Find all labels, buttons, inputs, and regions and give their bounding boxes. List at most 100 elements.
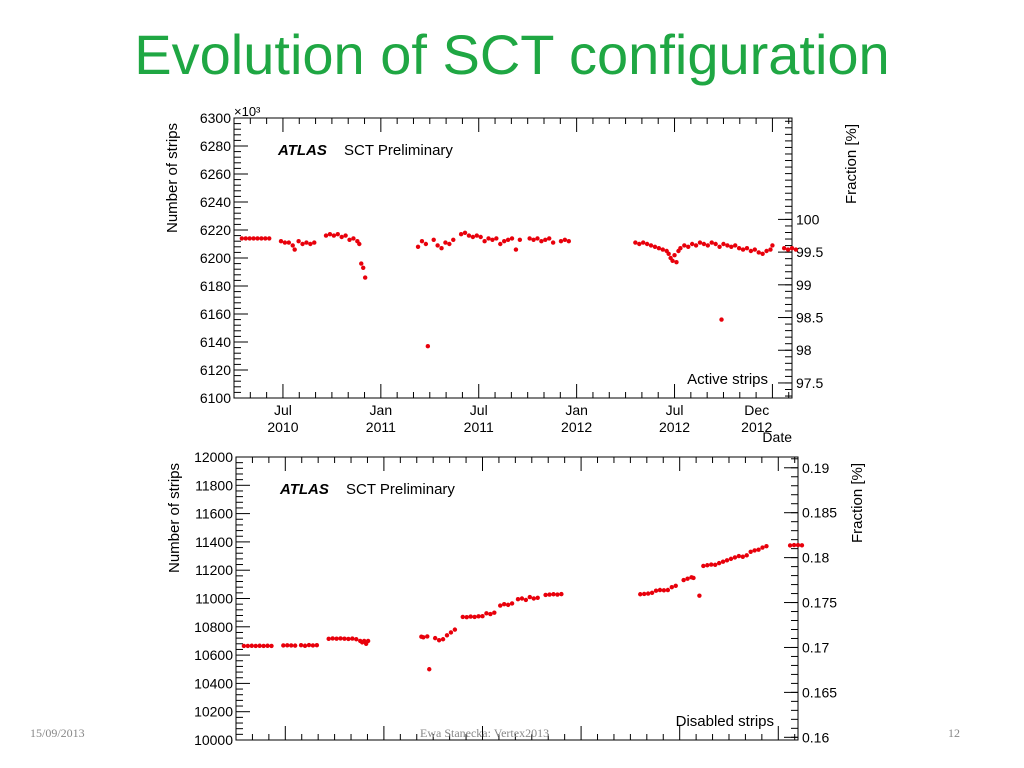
data-point — [697, 593, 702, 598]
data-point — [744, 246, 750, 251]
data-point — [298, 642, 304, 648]
data-point — [543, 592, 548, 598]
page-number: 12 — [948, 726, 960, 740]
y-tick-label: 10200 — [194, 704, 233, 720]
data-point — [756, 250, 761, 255]
data-point — [263, 236, 268, 241]
data-point — [652, 244, 658, 249]
data-point — [527, 236, 532, 241]
data-point — [423, 241, 429, 247]
data-point — [648, 243, 654, 248]
data-point — [697, 240, 703, 245]
data-point — [486, 236, 491, 241]
data-point — [351, 236, 356, 241]
footer-author: Ewa Stanecka: Vertex2013 — [420, 726, 550, 740]
data-point — [691, 575, 696, 581]
y-tick-label: 6180 — [200, 278, 231, 294]
data-point — [302, 643, 308, 648]
y2-tick-label: 100 — [796, 211, 820, 227]
data-point — [498, 241, 503, 247]
panel-label: Active strips — [687, 371, 768, 388]
data-point — [255, 236, 260, 241]
x-tick-label: Jul 2010 — [267, 402, 298, 435]
data-point — [748, 248, 754, 254]
data-point — [681, 577, 686, 583]
data-point — [674, 260, 679, 265]
data-point — [709, 240, 714, 245]
data-point — [701, 563, 706, 569]
data-point — [725, 243, 730, 248]
data-point — [253, 643, 258, 649]
atlas-label: ATLAS — [279, 481, 329, 498]
data-point — [543, 237, 548, 242]
data-point — [501, 239, 507, 244]
data-point — [464, 614, 469, 620]
y-tick-label: 6220 — [200, 222, 231, 238]
data-point — [678, 246, 683, 251]
data-point — [239, 236, 245, 241]
data-point — [547, 236, 552, 241]
data-point — [744, 553, 749, 558]
data-point — [338, 636, 343, 641]
data-point — [799, 543, 805, 548]
data-point — [673, 583, 678, 588]
data-point — [354, 637, 359, 642]
data-point — [241, 643, 247, 649]
data-point — [713, 241, 718, 247]
data-point — [466, 233, 472, 238]
data-point — [492, 610, 497, 615]
data-point — [555, 592, 560, 597]
data-point — [720, 559, 726, 564]
data-point — [478, 234, 483, 240]
y-multiplier-label: ×10³ — [234, 104, 261, 119]
data-point — [645, 591, 651, 596]
y2-tick-label: 0.18 — [802, 550, 829, 566]
data-point — [770, 243, 775, 248]
data-point — [339, 234, 344, 240]
data-point — [482, 239, 487, 244]
y-tick-label: 11600 — [195, 506, 233, 522]
x-tick-label: Jan 2012 — [561, 402, 592, 435]
data-point — [476, 614, 481, 619]
data-point — [468, 614, 473, 619]
data-point — [682, 243, 687, 248]
data-point — [448, 630, 454, 635]
y2-tick-label: 99 — [796, 277, 812, 293]
data-point — [660, 247, 665, 252]
data-point — [362, 275, 368, 280]
data-point — [719, 317, 724, 322]
data-point — [653, 588, 659, 593]
data-point — [733, 243, 738, 248]
data-point — [289, 643, 294, 648]
data-point — [458, 232, 464, 237]
data-point — [267, 236, 272, 241]
data-point — [265, 643, 270, 648]
data-point — [347, 237, 352, 242]
y-tick-label: 10800 — [194, 619, 233, 635]
data-point — [327, 232, 333, 237]
data-point — [756, 547, 761, 552]
data-point — [721, 241, 726, 247]
data-point — [566, 239, 571, 244]
data-point — [314, 642, 320, 648]
data-point — [421, 635, 426, 640]
data-point — [641, 591, 647, 597]
y2-tick-label: 98.5 — [796, 310, 823, 326]
data-point — [310, 643, 316, 648]
data-point — [787, 543, 793, 548]
data-point — [243, 236, 248, 241]
data-point — [490, 237, 495, 242]
data-point — [282, 240, 288, 245]
data-point — [323, 233, 329, 238]
data-point — [444, 633, 450, 638]
data-point — [740, 554, 745, 559]
data-point — [789, 246, 795, 251]
data-point — [752, 247, 757, 252]
y-tick-label: 10000 — [194, 732, 233, 748]
data-point — [709, 562, 714, 567]
y-tick-label: 10600 — [194, 647, 233, 663]
data-point — [415, 244, 421, 249]
data-point — [308, 241, 313, 247]
x-tick-label: Dec 2012 — [741, 402, 772, 435]
